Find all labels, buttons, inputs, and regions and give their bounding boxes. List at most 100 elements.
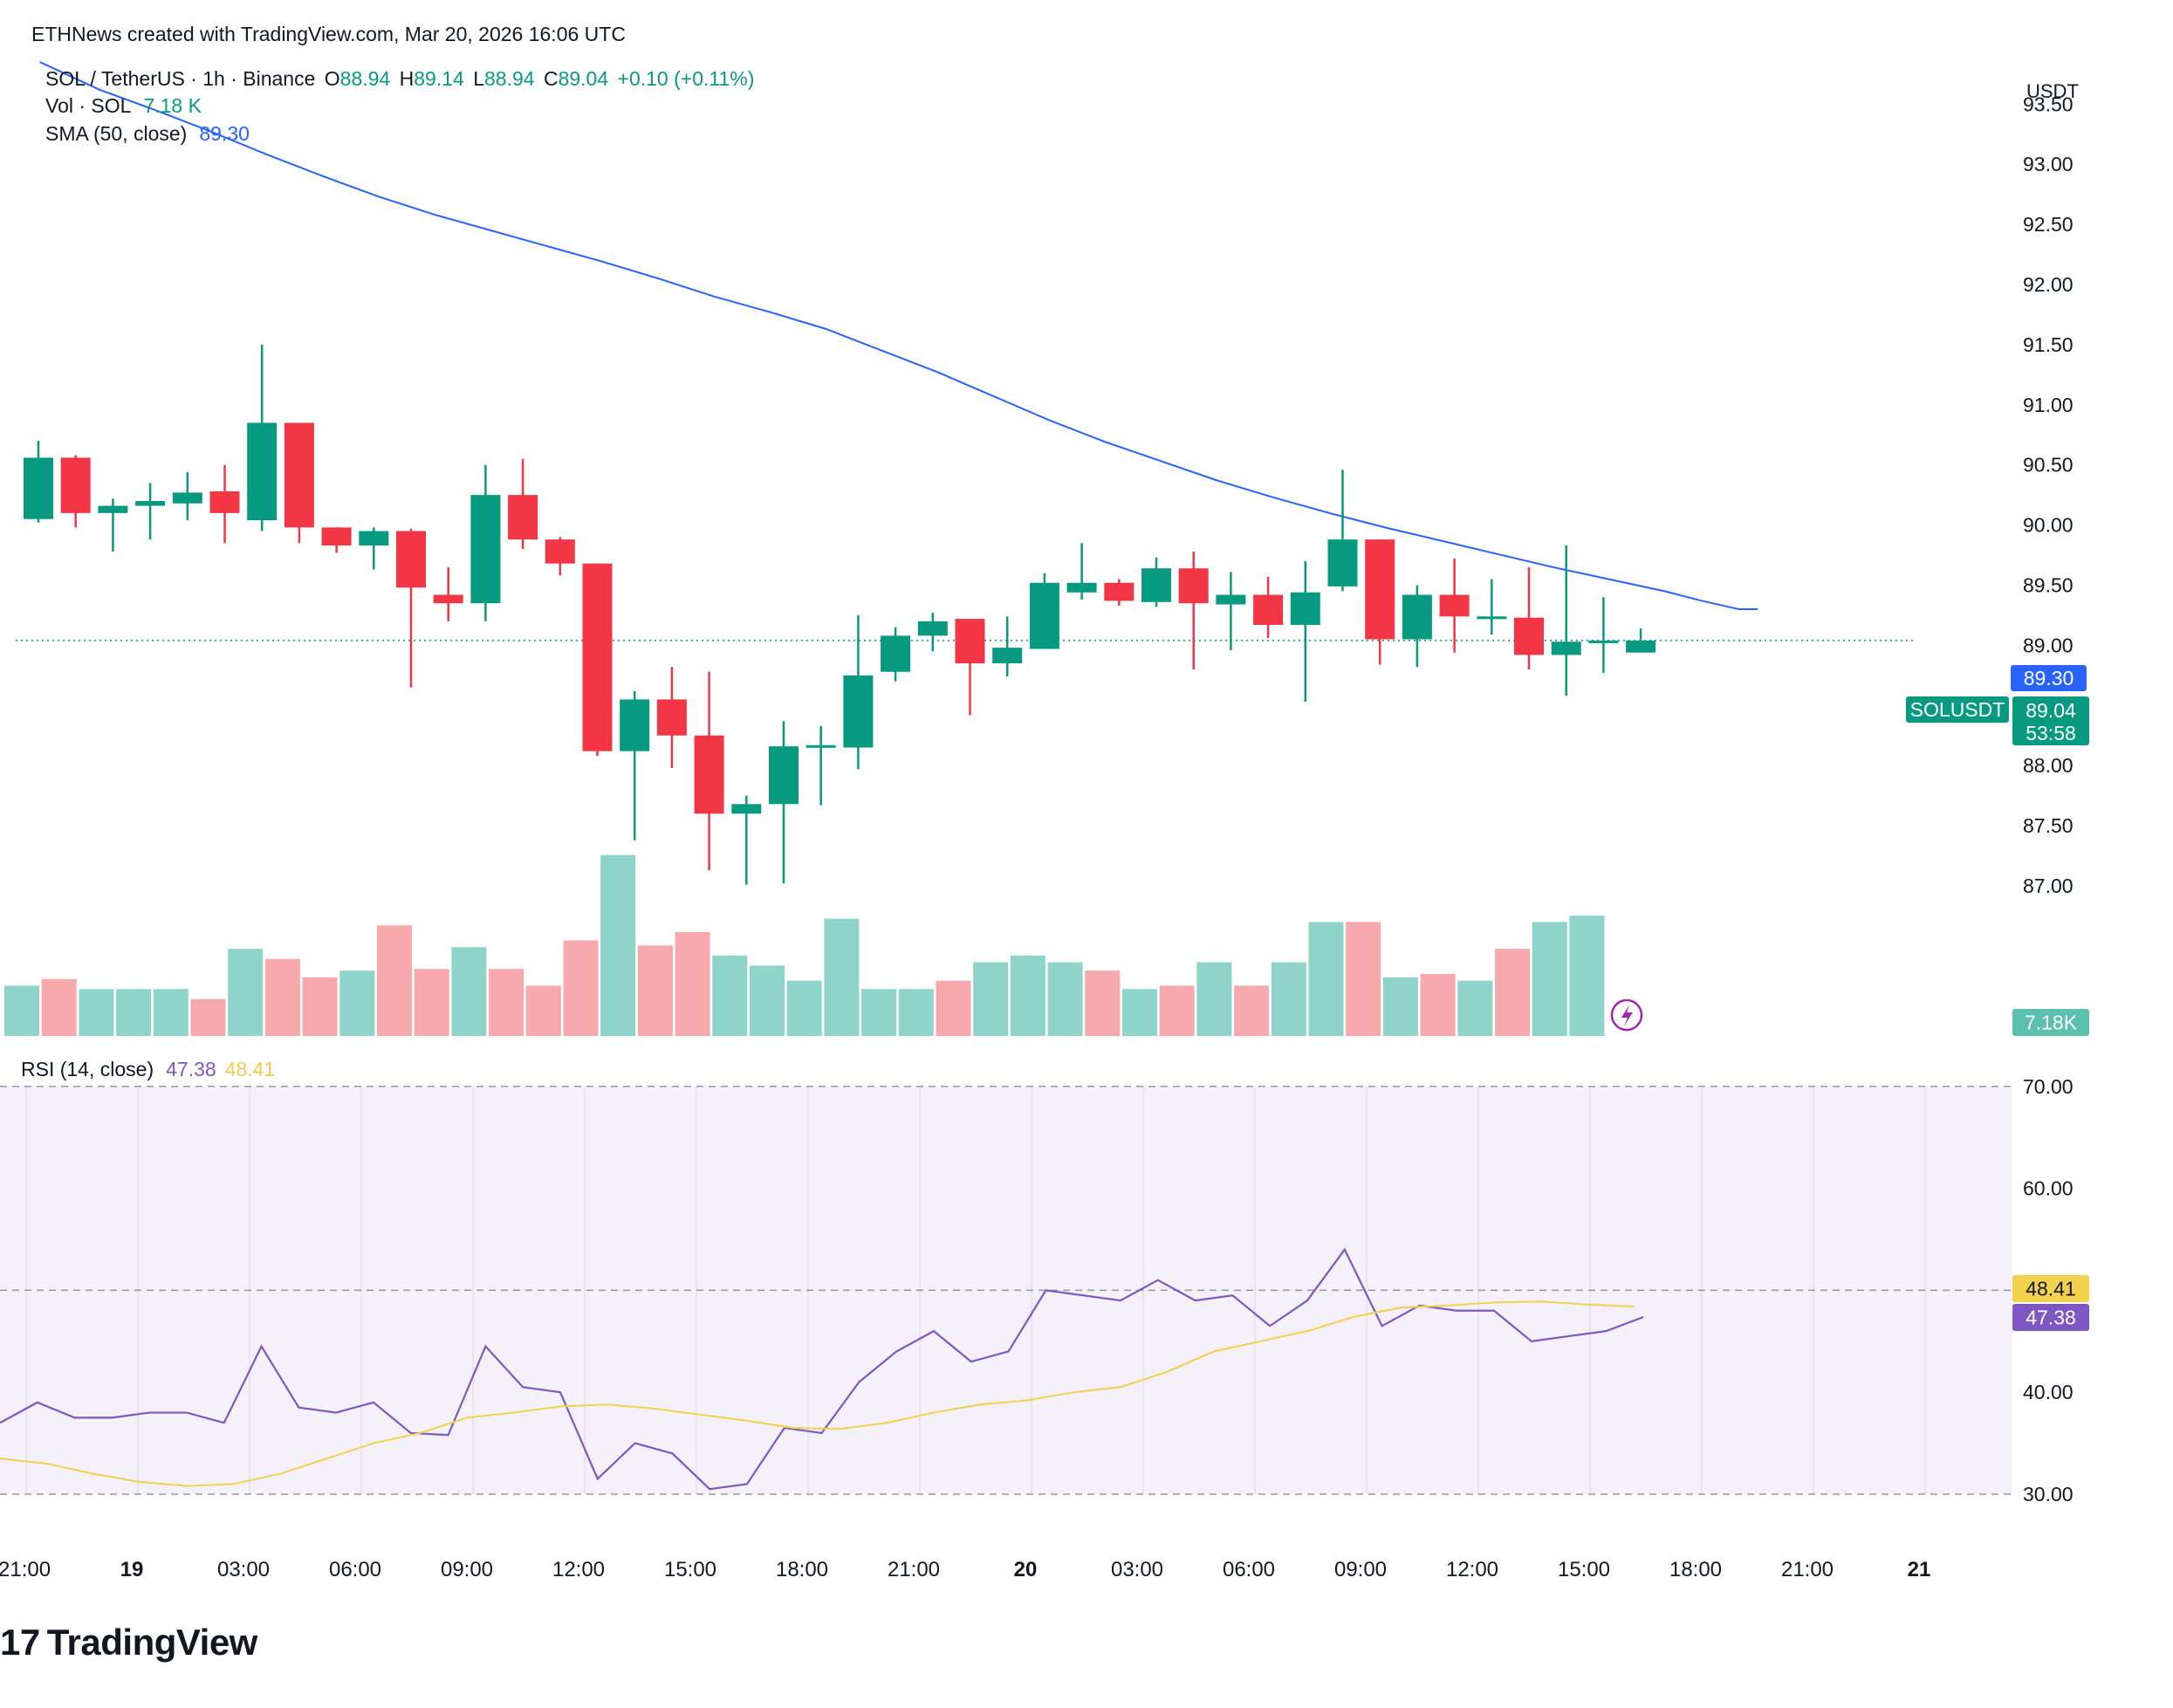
candle [1029,573,1059,649]
rsi-y-tick-label: 70.00 [2023,1075,2074,1098]
volume-bar [264,958,300,1036]
volume-bar [339,971,375,1036]
volume-bar [414,969,449,1036]
candle [172,471,202,521]
symbol-badge: SOLUSDT [1906,696,2009,723]
candle [359,527,389,570]
volume-bar [153,989,189,1036]
candle [694,671,724,871]
volume-bar [377,925,412,1036]
candle [955,619,985,716]
volume-bar [302,977,338,1036]
candle [98,498,128,552]
x-tick-label: 18:00 [776,1558,828,1581]
candle [321,527,352,553]
y-tick-label: 88.00 [2023,754,2074,777]
candle-body [1402,594,1432,640]
candle-body [172,492,202,504]
symbol-line: SOL / TetherUS · 1h · Binance [45,67,316,90]
volume-badge-bg [2012,1009,2089,1036]
tradingview-logo-mark: 17 [0,1622,40,1663]
candle [1104,579,1134,606]
candle-body [1253,594,1284,625]
lightning-icon-bolt [1621,1005,1633,1026]
candle [582,563,613,757]
candle-body [582,563,613,751]
x-tick-label: 21:00 [0,1558,51,1581]
volume-bar [1420,973,1456,1036]
candle-body [209,491,240,513]
candle-body [1178,568,1209,604]
candle-body [508,495,538,540]
symbol-badge-bg [1906,696,2009,723]
candle-body [731,804,762,814]
volume-bar [1085,971,1121,1036]
y-tick-label: 92.50 [2023,213,2074,236]
volume-bar [600,854,636,1036]
volume-bar [4,985,39,1036]
volume-bar [861,989,897,1036]
candle [1253,576,1284,639]
y-axis-unit: USDT [2026,80,2079,102]
candle [881,627,911,682]
x-tick-label: 19 [120,1558,144,1581]
volume-value: 7.18 K [143,94,202,117]
sma-label: SMA (50, close) [45,122,188,145]
volume-label: Vol · SOL [45,94,132,117]
candle-body [433,594,463,604]
volume-badge: 7.18K [2012,1009,2089,1036]
sma-badge-bg [2011,665,2087,691]
candle [24,441,53,523]
volume-bar [1010,955,1045,1036]
volume-bar [190,998,226,1036]
candle-body [769,746,799,805]
candle-body [321,527,352,546]
x-tick-label: 09:00 [1334,1558,1387,1581]
candle [396,528,426,688]
rsi-legend: RSI (14, close) 47.38 48.41 [21,1058,278,1081]
volume-bar [525,985,561,1036]
candle [731,795,762,885]
volume-bar [898,989,934,1036]
x-tick-label: 09:00 [441,1558,493,1581]
volume-legend: Vol · SOL 7.18 K [45,94,205,118]
candle-body [545,539,575,564]
low-label: L [473,67,484,90]
rsi-badge-text: 47.38 [2026,1307,2076,1329]
candle [1216,572,1246,650]
candle-body [24,457,53,519]
x-tick-label: 03:00 [1111,1558,1163,1581]
candle [1066,543,1097,600]
volume-bar [936,980,971,1036]
volume-bar [824,918,860,1036]
candle-body [656,699,687,736]
candle-body [470,495,501,604]
candle-body [805,744,836,748]
volume-bar [116,989,152,1036]
volume-bar [489,969,524,1036]
candle-body [1588,640,1619,643]
candle [470,464,501,621]
rsi-line [0,1247,1644,1491]
price-badge-bg [2012,696,2089,745]
sma-badge: 89.30 [2011,665,2087,691]
y-tick-label: 90.00 [2023,514,2074,537]
y-tick-label: 93.00 [2023,153,2074,175]
candle [620,690,650,840]
open-label: O [324,67,340,90]
candle-body [843,675,874,748]
volume-bar [637,945,673,1036]
change-value: +0.10 (+0.11%) [617,67,755,90]
volume-bar [79,989,114,1036]
tradingview-logo-text: TradingView [46,1622,258,1663]
volume-bar [750,965,785,1036]
x-tick-label: 21 [1908,1558,1931,1581]
candle-body [1141,568,1171,602]
x-tick-label: 06:00 [329,1558,381,1581]
x-tick-label: 03:00 [217,1558,270,1581]
y-tick-label: 89.50 [2023,574,2074,597]
candle-body [98,505,128,513]
candle-body [1216,594,1246,605]
candle [284,422,314,544]
